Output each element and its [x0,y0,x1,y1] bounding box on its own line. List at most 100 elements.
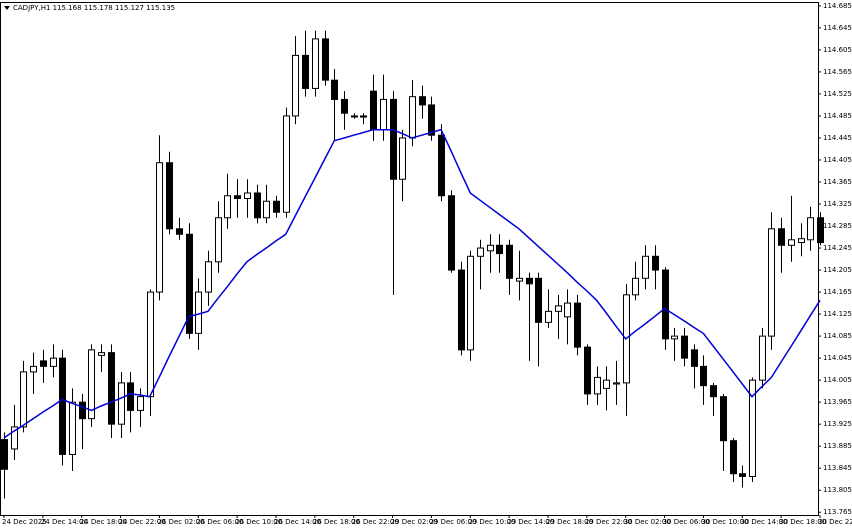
candle-body [20,371,27,428]
candle-body [380,98,387,131]
candle-body [487,244,494,252]
candle-body [788,239,795,246]
candle-body [50,357,57,367]
candle-body [283,115,290,213]
candle-body [108,352,115,425]
menu-arrow [4,6,10,10]
candle-body [467,255,474,351]
candle-body [807,217,814,241]
candle-body [448,195,455,271]
candle-body [186,233,193,334]
x-tick-label: 29 Dec 06:00 [429,518,476,526]
moving-average [3,128,821,439]
candle-body [516,277,523,282]
candle-body [603,379,610,389]
candle-body [526,277,533,285]
candle-body [137,396,144,411]
x-tick-label: 26 Dec 18:00 [313,518,360,526]
candle-body [59,357,66,455]
y-tick-label: 114.405 [823,156,852,164]
y-tick-label: 114.285 [823,222,852,230]
y-tick-label: 114.365 [823,178,852,186]
candle-body [739,473,746,477]
x-tick-label: 26 Dec 10:00 [235,518,282,526]
x-tick-label: 29 Dec 18:00 [546,518,593,526]
candle-body [1,439,8,470]
y-tick-label: 114.685 [823,2,852,10]
x-tick-label: 24 Dec 22:00 [119,518,166,526]
candle-body [156,162,163,293]
candle-body [79,401,86,420]
candle-body [244,192,251,200]
candle-body [312,38,319,89]
candle-body [118,382,125,425]
candle-body [768,228,775,337]
candle-body [438,134,445,197]
candle-body [477,247,484,257]
candle-body [496,244,503,255]
candle-body [302,54,309,89]
y-tick-label: 114.165 [823,288,852,296]
x-tick-label: 26 Dec 06:00 [196,518,243,526]
candle-body [564,302,571,318]
candle-body [817,217,824,244]
x-tick-label: 26 Dec 22:00 [352,518,399,526]
candle-body [535,277,542,323]
candle-body [652,255,659,271]
candle-body [730,440,737,475]
y-tick-label: 114.045 [823,354,852,362]
candle-body [98,352,105,356]
candle-body [234,195,241,200]
candle-body [574,302,581,348]
chart-title: CADJPY,H1 115.168 115.178 115.127 115.13… [13,4,175,12]
candle-body [778,228,785,246]
candle-body [254,192,261,219]
y-tick-label: 114.245 [823,244,852,252]
x-tick-label: 29 Dec 22:00 [585,518,632,526]
candle-body [399,137,406,180]
candle-body [613,382,620,385]
x-tick-label: 29 Dec 14:00 [507,518,554,526]
candle-body [263,200,270,219]
y-tick-label: 113.885 [823,442,852,450]
candle-body [205,261,212,293]
candle-body [69,401,76,455]
candle-body [224,195,231,219]
candle-body [147,291,154,398]
x-tick-label: 24 Dec 14:00 [41,518,88,526]
x-tick-label: 29 Dec 02:00 [391,518,438,526]
x-tick-label: 30 Dec 06:00 [663,518,710,526]
candle-body [215,217,222,263]
candle-body [409,96,416,139]
x-tick-label: 30 Dec 02:00 [624,518,671,526]
candle-body [40,360,47,367]
candle-body [88,349,95,420]
candle-body [273,200,280,213]
x-tick-label: 29 Dec 10:00 [468,518,515,526]
candle-body [351,115,358,118]
y-tick-label: 113.765 [823,508,852,516]
y-tick-label: 113.845 [823,464,852,472]
candle-body [390,98,397,180]
x-tick-label: 26 Dec 14:00 [274,518,321,526]
candle-body [681,335,688,359]
y-tick-label: 114.565 [823,68,852,76]
plot-frame [0,2,819,516]
y-tick-label: 113.805 [823,486,852,494]
y-tick-label: 114.645 [823,24,852,32]
y-tick-label: 113.965 [823,398,852,406]
x-tick-label: 30 Dec 18:00 [779,518,826,526]
candle-body [331,79,338,100]
y-tick-label: 114.205 [823,266,852,274]
candle-body [370,90,377,131]
y-tick-label: 114.325 [823,200,852,208]
candle-body [360,115,367,118]
x-tick-label: 30 Dec 10:00 [701,518,748,526]
candle-body [671,335,678,340]
y-tick-label: 114.085 [823,332,852,340]
candle-body [506,244,513,279]
candle-body [642,255,649,279]
candle-body [292,54,299,117]
candle-body [759,335,766,381]
